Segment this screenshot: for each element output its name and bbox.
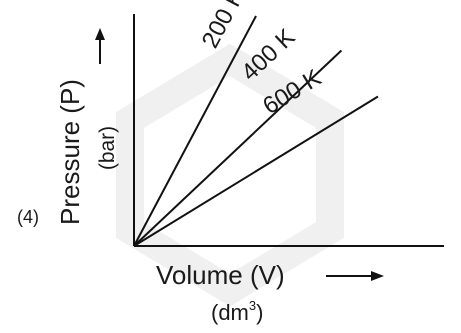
series-label-200k: 200 K bbox=[197, 0, 250, 53]
y-axis-arrow bbox=[95, 28, 105, 64]
x-unit-close: ) bbox=[256, 300, 263, 325]
y-axis-label: Pressure (P) bbox=[55, 79, 85, 225]
watermark bbox=[116, 43, 344, 307]
isotherm-line-600k bbox=[133, 95, 379, 247]
x-unit-text: (dm bbox=[211, 300, 249, 325]
series-lines bbox=[133, 15, 379, 247]
y-axis-unit: (bar) bbox=[96, 126, 119, 170]
x-axis-arrow bbox=[326, 271, 384, 281]
x-axis-unit: (dm3) bbox=[211, 298, 263, 325]
x-axis-label: Volume (V) bbox=[156, 260, 285, 290]
figure-label: (4) bbox=[17, 207, 39, 227]
y-axis-title: Pressure (P) bbox=[55, 79, 85, 225]
x-unit-sup: 3 bbox=[249, 298, 256, 313]
isotherm-line-200k bbox=[133, 15, 257, 247]
y-axis-unit-label: (bar) bbox=[96, 126, 119, 170]
isotherm-line-400k bbox=[133, 49, 343, 247]
